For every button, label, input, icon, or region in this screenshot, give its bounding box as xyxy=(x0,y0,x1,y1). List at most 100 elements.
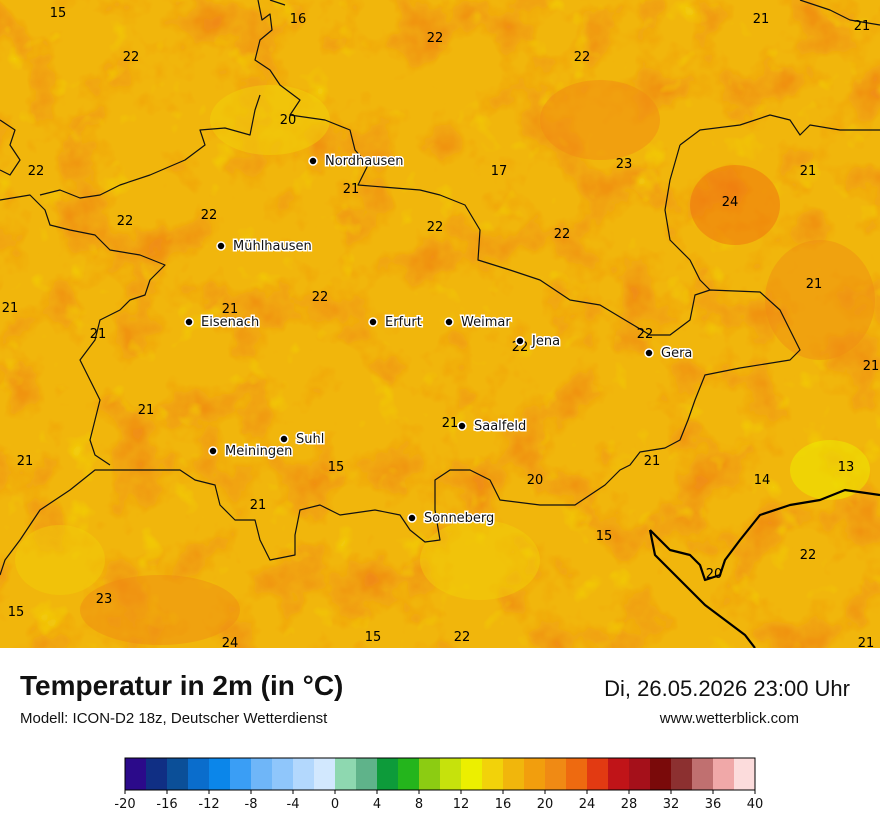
city-dot xyxy=(444,317,454,327)
temperature-label: 21 xyxy=(858,636,875,648)
model-info: Modell: ICON-D2 18z, Deutscher Wetterdie… xyxy=(20,710,328,727)
temperature-label: 22 xyxy=(427,220,444,235)
temperature-label: 21 xyxy=(800,164,817,179)
scale-tick-label: 40 xyxy=(747,797,764,812)
temperature-label: 21 xyxy=(138,403,155,418)
scale-tick-label: 36 xyxy=(705,797,722,812)
scale-tick-label: 28 xyxy=(621,797,638,812)
temperature-label: 21 xyxy=(17,454,34,469)
temperature-map: 15 16 21 21 22 22 22 20 22 23 17 21 21 22 22 22 22 24 21 21… xyxy=(0,0,880,648)
scale-outline xyxy=(124,757,756,791)
scale-tick-label: 20 xyxy=(537,797,554,812)
city-label-halo: Suhl xyxy=(296,432,324,447)
scale-tick-label: 12 xyxy=(453,797,470,812)
scale-tick-label: 24 xyxy=(579,797,596,812)
temperature-label: 15 xyxy=(596,529,613,544)
scale-swatch xyxy=(482,758,504,790)
city-label: Meiningen xyxy=(225,444,292,459)
city-label-halo: Saalfeld xyxy=(474,419,526,434)
scale-swatch xyxy=(272,758,294,790)
scale-swatch xyxy=(167,758,189,790)
temperature-label: 22 xyxy=(117,214,134,229)
scale-swatch xyxy=(314,758,336,790)
city-dot xyxy=(368,317,378,327)
temperature-label: 15 xyxy=(8,605,25,620)
temperature-label: 15 xyxy=(50,6,67,21)
city-label-halo: Sonneberg xyxy=(424,511,494,526)
city-label: Sonneberg xyxy=(424,511,494,526)
city-label: Mühlhausen xyxy=(233,239,312,254)
city-dot xyxy=(457,421,467,431)
temperature-label: 22 xyxy=(201,208,218,223)
city-label: Suhl xyxy=(296,432,324,447)
scale-swatch xyxy=(209,758,231,790)
city-label-halo: Jena xyxy=(531,334,560,349)
city-label-halo: Eisenach xyxy=(201,315,259,330)
temperature-label: 22 xyxy=(512,340,529,355)
region-patches xyxy=(15,80,875,645)
scale-swatch xyxy=(251,758,273,790)
city-dot xyxy=(216,241,226,251)
scale-swatch xyxy=(419,758,441,790)
temperature-label: 22 xyxy=(574,50,591,65)
temperature-label: 21 xyxy=(753,12,770,27)
city-label: Saalfeld xyxy=(474,419,526,434)
city-label-halo: Mühlhausen xyxy=(233,239,312,254)
scale-swatch xyxy=(587,758,609,790)
city-dot xyxy=(308,156,318,166)
scale-swatch xyxy=(650,758,672,790)
scale-swatch xyxy=(608,758,630,790)
temperature-label: 24 xyxy=(222,636,239,648)
temperature-label: 21 xyxy=(854,19,871,34)
temperature-label: 14 xyxy=(754,473,771,488)
temperature-label: 21 xyxy=(442,416,459,431)
temperature-label: 20 xyxy=(527,473,544,488)
city-label: Erfurt xyxy=(385,315,422,330)
scale-tick-label: -16 xyxy=(156,797,177,812)
scale-swatch xyxy=(692,758,714,790)
temperature-label: 23 xyxy=(616,157,633,172)
temperature-label: 21 xyxy=(806,277,823,292)
scale-swatch xyxy=(293,758,315,790)
forecast-datetime: Di, 26.05.2026 23:00 Uhr xyxy=(604,676,850,701)
scale-swatch xyxy=(146,758,168,790)
scale-tick-label: 4 xyxy=(373,797,381,812)
scale-swatch xyxy=(629,758,651,790)
temperature-label: 22 xyxy=(123,50,140,65)
scale-swatch xyxy=(335,758,357,790)
scale-tick-label: -8 xyxy=(245,797,258,812)
scale-swatch xyxy=(440,758,462,790)
city-dot xyxy=(184,317,194,327)
chart-title: Temperatur in 2m (in °C) xyxy=(20,670,344,701)
scale-swatch xyxy=(125,758,147,790)
website-link[interactable]: www.wetterblick.com xyxy=(659,710,799,727)
temperature-label: 15 xyxy=(365,630,382,645)
scale-swatch xyxy=(356,758,378,790)
city-label-halo: Erfurt xyxy=(385,315,422,330)
temperature-label: 24 xyxy=(722,195,739,210)
temperature-label: 22 xyxy=(454,630,471,645)
scale-tick-label: 16 xyxy=(495,797,512,812)
city-label: Gera xyxy=(661,346,692,361)
color-scale-legend: -20 -16 -12 -8 -4 0 4 8 12 16 20 24 28 32 36 40 xyxy=(115,757,764,812)
temperature-label: 13 xyxy=(838,460,855,475)
temperature-label: 21 xyxy=(644,454,661,469)
temperature-label: 22 xyxy=(800,548,817,563)
scale-swatch xyxy=(377,758,399,790)
city-label: Nordhausen xyxy=(325,154,404,169)
city-label-halo: Meiningen xyxy=(225,444,292,459)
city-dot xyxy=(407,513,417,523)
city-dot xyxy=(515,336,525,346)
temperature-label: 21 xyxy=(863,359,880,374)
city-label: Eisenach xyxy=(201,315,259,330)
city-label: Jena xyxy=(531,334,560,349)
